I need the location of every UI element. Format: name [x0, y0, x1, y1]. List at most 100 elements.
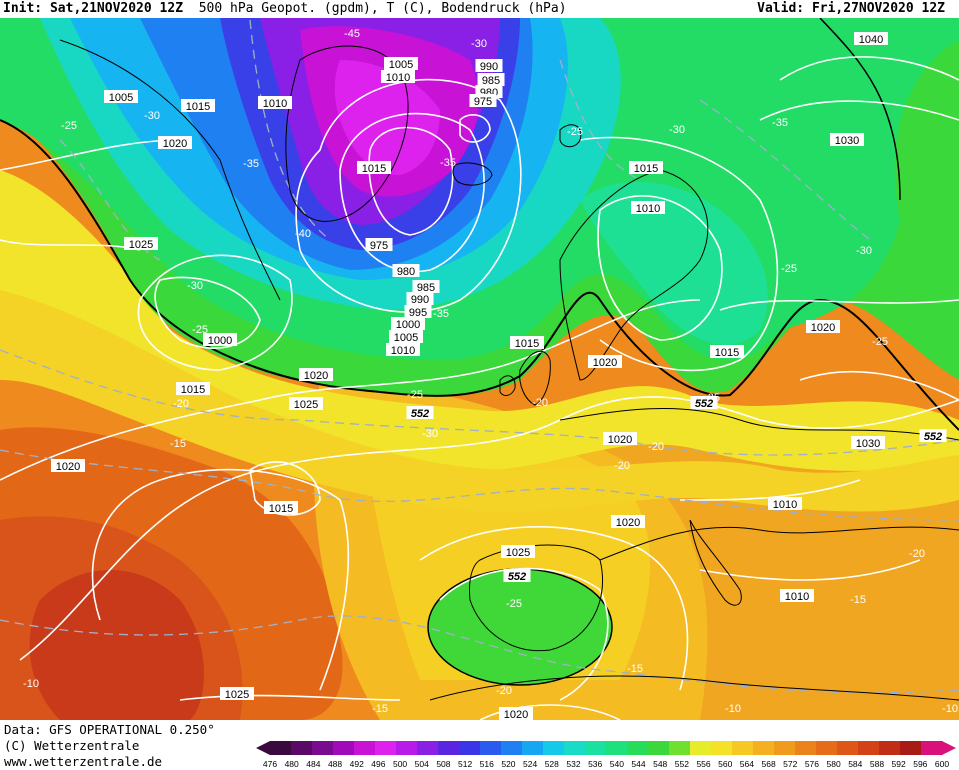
- temperature-label: -25: [407, 389, 423, 401]
- isobar-label: 1025: [220, 687, 254, 701]
- temperature-label-text: -20: [496, 685, 512, 697]
- scale-cell: [522, 741, 544, 755]
- scale-tick-label: 524: [523, 759, 537, 769]
- scale-cell: [291, 741, 313, 755]
- height-contour-label: 552: [406, 406, 434, 420]
- temperature-label-text: -25: [192, 324, 208, 336]
- scale-cell: [270, 741, 292, 755]
- temperature-label: -25: [192, 324, 208, 336]
- scale-tick-label: 488: [328, 759, 342, 769]
- isobar-label: 1010: [381, 70, 415, 84]
- isobar-label-text: 1030: [856, 438, 880, 450]
- website-link[interactable]: www.wetterzentrale.de: [4, 754, 163, 769]
- height-contour-label-text: 552: [695, 398, 713, 410]
- temperature-label: -35: [433, 308, 449, 320]
- scale-tick-label: 536: [588, 759, 602, 769]
- init-info: Init: Sat,21NOV2020 12Z 500 hPa Geopot. …: [3, 0, 567, 18]
- temperature-label: -30: [856, 245, 872, 257]
- init-label: Init:: [3, 1, 43, 16]
- isobar-label-text: 1025: [294, 399, 318, 411]
- scale-cell: [627, 741, 649, 755]
- temperature-label-text: -20: [909, 548, 925, 560]
- temperature-label-text: -10: [725, 703, 741, 715]
- isobar-label-text: 975: [370, 240, 388, 252]
- isobar-label-text: 1020: [616, 517, 640, 529]
- height-labels: 552 552 552 552: [406, 396, 947, 583]
- temperature-label-text: -40: [295, 228, 311, 240]
- isobar-label: 1015: [629, 161, 663, 175]
- scale-tick-label: 528: [545, 759, 559, 769]
- scale-tick-label: 540: [610, 759, 624, 769]
- scale-tick-label: 480: [285, 759, 299, 769]
- scale-tick-label: 596: [913, 759, 927, 769]
- coast-greenland: [285, 45, 409, 222]
- height-contour-label-text: 552: [411, 408, 429, 420]
- temperature-label-text: -20: [532, 397, 548, 409]
- temperature-label-text: -35: [433, 308, 449, 320]
- isobar-label-text: 1020: [163, 138, 187, 150]
- color-scale-bar: 476 480 484 488 492 496 500 504 508 512 516 520 524 5…: [256, 741, 956, 769]
- temperature-label: -10: [725, 703, 741, 715]
- scale-cell: [375, 741, 397, 755]
- temperature-label: -45: [344, 28, 360, 40]
- temperature-label: -20: [614, 460, 630, 472]
- scale-cell: [396, 741, 418, 755]
- isobar-label: 1000: [391, 317, 425, 331]
- coastlines: [59, 39, 959, 701]
- isobar-label-text: 1025: [506, 547, 530, 559]
- temperature-label: -20: [496, 685, 512, 697]
- isobar-label: 1025: [289, 397, 323, 411]
- coast-iceland: [452, 162, 493, 186]
- isobar-label: 1020: [51, 459, 85, 473]
- scale-tick-label: 600: [935, 759, 949, 769]
- isobar-label: 1040: [854, 32, 888, 46]
- isobar-label-text: 1000: [208, 335, 232, 347]
- isobar-label: 1020: [299, 368, 333, 382]
- temperature-label-text: -35: [772, 117, 788, 129]
- isobar-label: 975: [365, 238, 393, 252]
- field-band-560: [0, 290, 959, 513]
- temperature-label-text: -20: [614, 460, 630, 472]
- temperature-label-text: -15: [170, 438, 186, 450]
- temperature-label-text: -30: [471, 38, 487, 50]
- temperature-label: -15: [627, 663, 643, 675]
- temperature-label-text: -25: [872, 336, 888, 348]
- temperature-label: -25: [781, 263, 797, 275]
- color-scale-cells: [256, 741, 956, 755]
- isobar-label-text: 1010: [386, 72, 410, 84]
- scale-tick-label: 548: [653, 759, 667, 769]
- temperature-label-text: -45: [344, 28, 360, 40]
- temperature-label: -30: [187, 280, 203, 292]
- isobar-label-text: 1015: [269, 503, 293, 515]
- scale-arrow-left: [256, 741, 270, 755]
- temperature-label-text: -25: [781, 263, 797, 275]
- temperature-lines: [0, 19, 959, 694]
- scale-cell: [648, 741, 670, 755]
- isobar-label-text: 1020: [56, 461, 80, 473]
- temperature-label-text: -15: [850, 594, 866, 606]
- temperature-label: -35: [243, 158, 259, 170]
- map-header: Init: Sat,21NOV2020 12Z 500 hPa Geopot. …: [0, 0, 959, 18]
- isobar-label: 995: [404, 305, 432, 319]
- scale-cell: [879, 741, 901, 755]
- temperature-label: -10: [23, 678, 39, 690]
- isobar-label: 1010: [780, 589, 814, 603]
- isobar-label: 1030: [830, 133, 864, 147]
- isobar-label: 1015: [357, 161, 391, 175]
- scale-cell: [501, 741, 523, 755]
- valid-info: Valid: Fri,27NOV2020 12Z: [757, 0, 945, 18]
- isobar-label-text: 1015: [634, 163, 658, 175]
- temperature-label-text: -15: [627, 663, 643, 675]
- temperature-label: -20: [173, 398, 189, 410]
- field-description: 500 hPa Geopot. (gpdm), T (C), Bodendruc…: [198, 1, 567, 16]
- field-band-536-east: [580, 181, 768, 345]
- isobar-label-text: 1025: [129, 239, 153, 251]
- temperature-label-text: -30: [856, 245, 872, 257]
- temperature-label: -35: [440, 157, 456, 169]
- scale-tick-label: 516: [480, 759, 494, 769]
- temperature-label-text: -25: [567, 126, 583, 138]
- scale-tick-label: 508: [436, 759, 450, 769]
- coast-italy: [689, 519, 742, 606]
